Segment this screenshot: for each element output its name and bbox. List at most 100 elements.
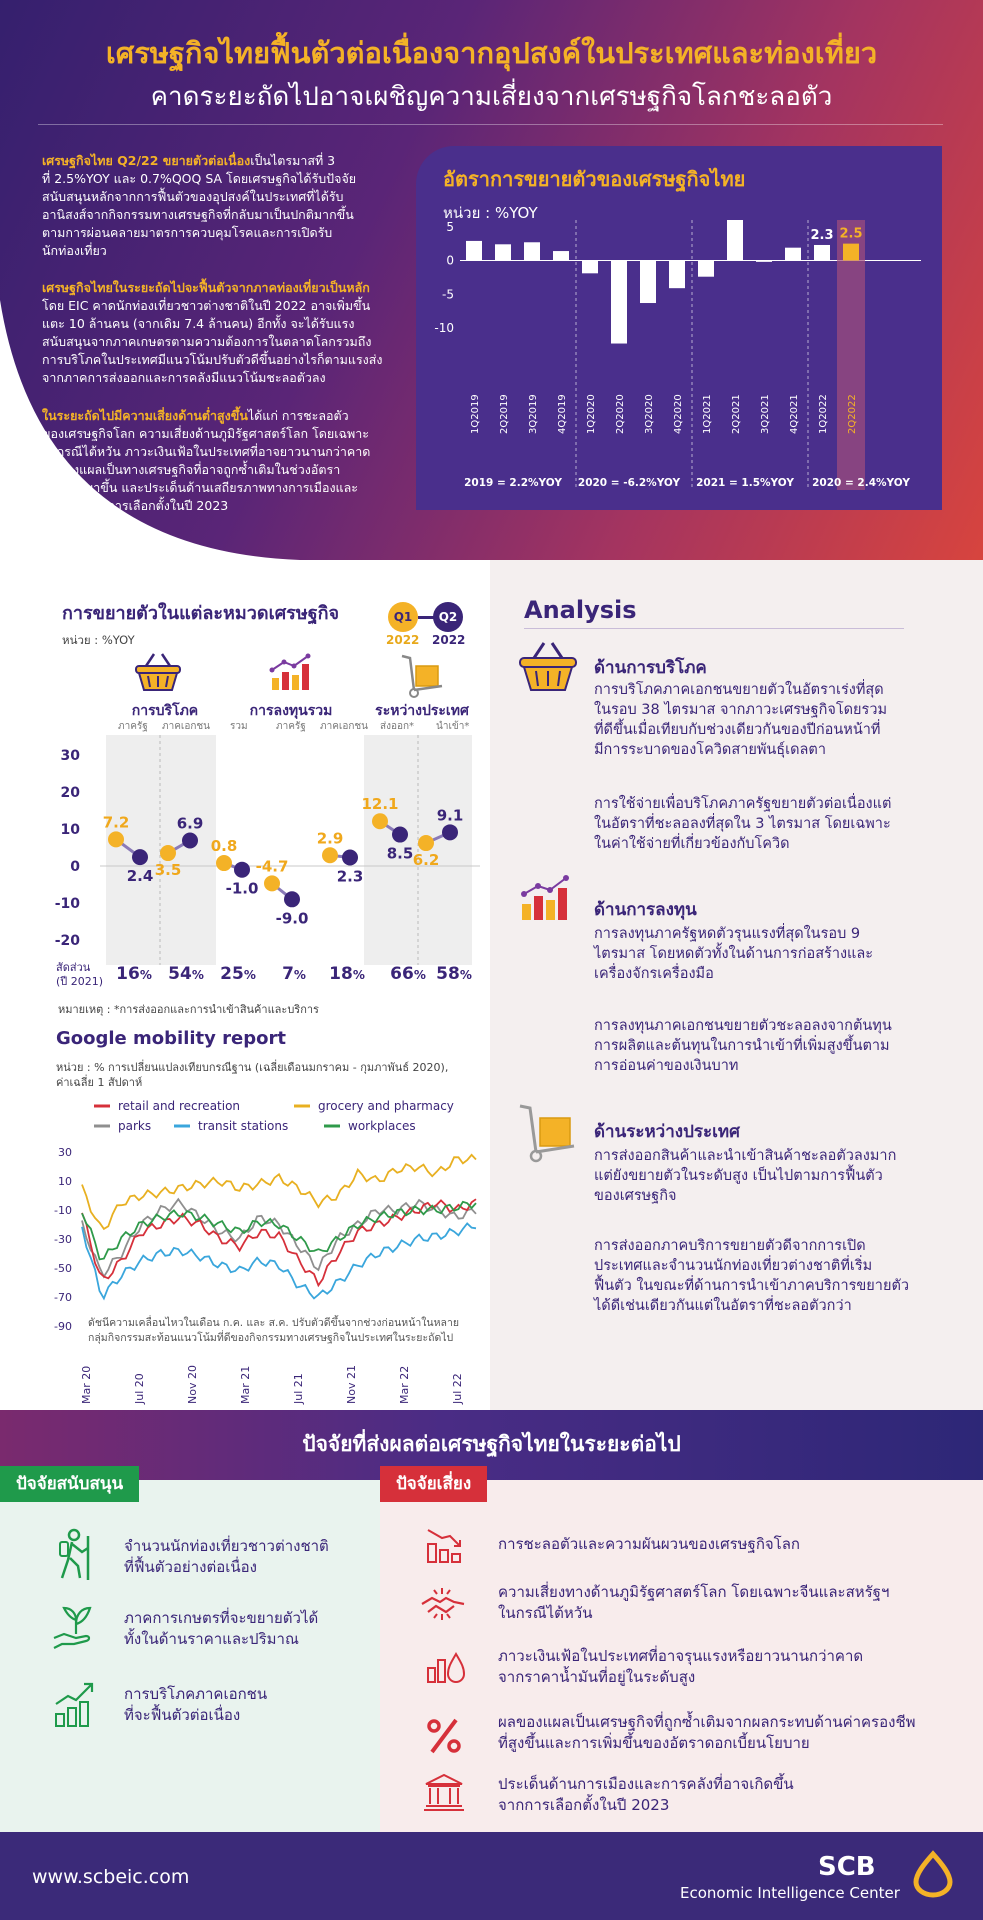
bullet-line: การบริโภคในประเทศมีแนวโน้มปรับตัวดีขึ้นอ… xyxy=(42,352,383,367)
y-tick-label: -10 xyxy=(434,321,454,335)
hero-shape xyxy=(0,300,300,560)
bullet-line: ในกรณีไต้หวัน ภาวะเงินเฟ้อในประเทศที่อาจ… xyxy=(42,444,371,459)
legend-q1: Q1 xyxy=(388,602,418,632)
q2-value-label: 8.5 xyxy=(387,845,414,863)
mobility-series-line xyxy=(81,1200,477,1261)
risk-factors-panel xyxy=(380,1480,983,1832)
x-tick-label: Mar 22 xyxy=(398,1366,411,1404)
analysis-line: การลงทุนภาครัฐหดตัวรุนแรงที่สุดในรอบ 9 xyxy=(594,926,861,942)
share-value: 54% xyxy=(168,964,204,984)
bullet-risk: ในระยะถัดไปมีความเสี่ยงด้านต่ำสูงขึ้นได้… xyxy=(42,407,412,515)
gdp-bar xyxy=(785,247,801,261)
gdp-bar xyxy=(698,260,714,277)
gdp-chart-title: อัตราการขยายตัวของเศรษฐกิจไทย xyxy=(443,167,746,191)
footer xyxy=(0,1832,983,1920)
q2-dot xyxy=(442,824,458,841)
share-value: 58% xyxy=(436,964,472,984)
gdp-bar-chart: 5 0 -5 -10 1Q2019 2Q2019 3Q2019 4Q2019 1Q2020 2Q2… xyxy=(434,220,921,490)
support-line: ที่ฟื้นตัวอย่างต่อเนื่อง xyxy=(124,1558,257,1576)
y-tick-label: 0 xyxy=(446,254,454,268)
share-value: 66% xyxy=(390,964,426,984)
cat-international: ระหว่างประเทศ xyxy=(375,703,469,719)
x-tick-label: Nov 20 xyxy=(186,1365,199,1404)
legend-label: grocery and pharmacy xyxy=(318,1099,454,1113)
analysis-line: ประเทศและจำนวนนักท่องเที่ยวต่างชาติที่เร… xyxy=(594,1258,873,1274)
slowdown-icon xyxy=(427,1529,461,1563)
risk-item-global-slowdown: การชะลอตัวและความผันผวนของเศรษฐกิจโลก xyxy=(498,1534,800,1555)
support-item-agriculture: ภาคการเกษตรที่จะขยายตัวได้ ทั้งในด้านราค… xyxy=(124,1608,318,1650)
gdp-bar xyxy=(553,251,569,261)
q2-value-label: 2.3 xyxy=(337,867,364,885)
mobility-unit-line: ค่าเฉลี่ย 1 สัปดาห์ xyxy=(56,1076,143,1089)
mobility-series-line xyxy=(81,1198,477,1288)
analysis-paragraph: การลงทุนภาคเอกชนขยายตัวชะลอลงจากต้นทุน ก… xyxy=(594,1016,914,1076)
analysis-line: การอ่อนค่าของเงินบาท xyxy=(594,1058,739,1074)
analysis-heading-investment: ด้านการลงทุน xyxy=(594,900,697,920)
legend-label: workplaces xyxy=(348,1119,416,1133)
mobility-note-line: กลุ่มกิจกรรมสะท้อนแนวโน้มที่ดีของกิจกรรม… xyxy=(88,1332,454,1344)
analysis-line: การส่งออกสินค้าและนำเข้าสินค้าชะลอตัวลงม… xyxy=(594,1148,897,1164)
mobility-legend: retail and recreation grocery and pharmac… xyxy=(94,1099,454,1133)
support-tag: ปัจจัยสนับสนุน xyxy=(0,1466,140,1502)
footer-brand: SCB xyxy=(818,1852,876,1882)
risk-line: ในกรณีไต้หวัน xyxy=(498,1604,593,1622)
x-tick-label: 1Q2022 xyxy=(818,394,829,434)
q1-value-label: 12.1 xyxy=(361,795,398,813)
bullet-line: ของเศรษฐกิจโลก ความเสี่ยงด้านภูมิรัฐศาสต… xyxy=(42,426,370,441)
gdp-bar xyxy=(814,244,830,261)
bullet-heading: เศรษฐกิจไทย Q2/22 ขยายตัวต่อเนื่อง xyxy=(42,153,251,168)
sub-label: รวม xyxy=(230,721,248,732)
period-label: 2019 = 2.2%YOY xyxy=(464,477,562,489)
risk-line: จากราคาน้ำมันที่อยู่ในระดับสูง xyxy=(498,1668,696,1686)
conflict-icon xyxy=(421,1588,465,1620)
analysis-paragraph: การส่งออกภาคบริการขยายตัวดีจากการเปิด ปร… xyxy=(594,1236,914,1316)
inflation-icon xyxy=(427,1652,466,1683)
gdp-bar xyxy=(495,244,511,261)
analysis-section xyxy=(490,560,983,1410)
x-tick-label: 4Q2021 xyxy=(789,394,800,434)
share-number: 25 xyxy=(220,964,244,984)
sub-label: ภาครัฐ xyxy=(118,721,148,732)
risk-line: การชะลอตัวและความผันผวนของเศรษฐกิจโลก xyxy=(498,1535,801,1553)
government-icon xyxy=(424,1773,464,1811)
support-item-tourists: จำนวนนักท่องเที่ยวชาวต่างชาติ ที่ฟื้นตัว… xyxy=(124,1536,329,1578)
x-tick-label: 2Q2021 xyxy=(731,394,742,434)
q1-value-label: 0.8 xyxy=(211,837,238,855)
share-number: 54 xyxy=(168,964,192,984)
support-factors-panel xyxy=(0,1480,380,1832)
share-value: 25% xyxy=(220,964,256,984)
plant-hand-icon xyxy=(53,1606,92,1649)
q1-dot xyxy=(108,831,124,848)
bullet-heading: เศรษฐกิจไทยในระยะถัดไปจะฟื้นตัวจากภาคท่อ… xyxy=(42,280,370,295)
bullet-line: โดย EIC คาดนักท่องเที่ยวชาวต่างชาติในปี … xyxy=(42,298,371,313)
investment-chart-icon xyxy=(269,653,311,690)
support-line: จำนวนนักท่องเที่ยวชาวต่างชาติ xyxy=(124,1537,329,1555)
q2-dot xyxy=(342,849,358,866)
sub-label: นำเข้า* xyxy=(436,721,470,732)
x-tick-label: 3Q2021 xyxy=(760,394,771,434)
mobility-series-line xyxy=(81,1153,477,1231)
basket-icon xyxy=(135,653,181,691)
y-tick-label: -10 xyxy=(54,1204,72,1217)
mobility-title: Google mobility report xyxy=(56,1028,286,1049)
x-tick-label: Jul 20 xyxy=(133,1373,146,1405)
analysis-line: ในอัตราที่ชะลอลงที่สุดใน 3 ไตรมาส โดยเฉพ… xyxy=(594,816,891,832)
q2-dot xyxy=(182,832,198,849)
analysis-line: เครื่องจักรเครื่องมือ xyxy=(594,966,714,982)
risk-line: จากการเลือกตั้งในปี 2023 xyxy=(498,1796,670,1814)
legend-label: retail and recreation xyxy=(118,1099,240,1113)
share-number: 16 xyxy=(116,964,140,984)
gdp-bar xyxy=(640,260,656,304)
analysis-heading-international: ด้านระหว่างประเทศ xyxy=(594,1122,740,1142)
support-line: ทั้งในด้านราคาและปริมาณ xyxy=(124,1630,299,1648)
mobility-unit: หน่วย : % การเปลี่ยนแปลงเทียบกรณีฐาน (เฉ… xyxy=(56,1060,448,1090)
y-tick-label: -5 xyxy=(442,287,454,301)
analysis-paragraph: การบริโภคภาคเอกชนขยายตัวในอัตราเร่งที่สุ… xyxy=(594,680,914,760)
footer-url[interactable]: www.scbeic.com xyxy=(32,1866,190,1888)
gdp-bar xyxy=(727,220,743,261)
sector-note: หมายเหตุ : *การส่งออกและการนำเข้าสินค้าแ… xyxy=(58,1003,319,1016)
y-tick-label: -20 xyxy=(55,933,81,949)
q2-dot xyxy=(284,891,300,908)
legend-label: parks xyxy=(118,1119,151,1133)
y-tick-label: 20 xyxy=(61,785,81,801)
